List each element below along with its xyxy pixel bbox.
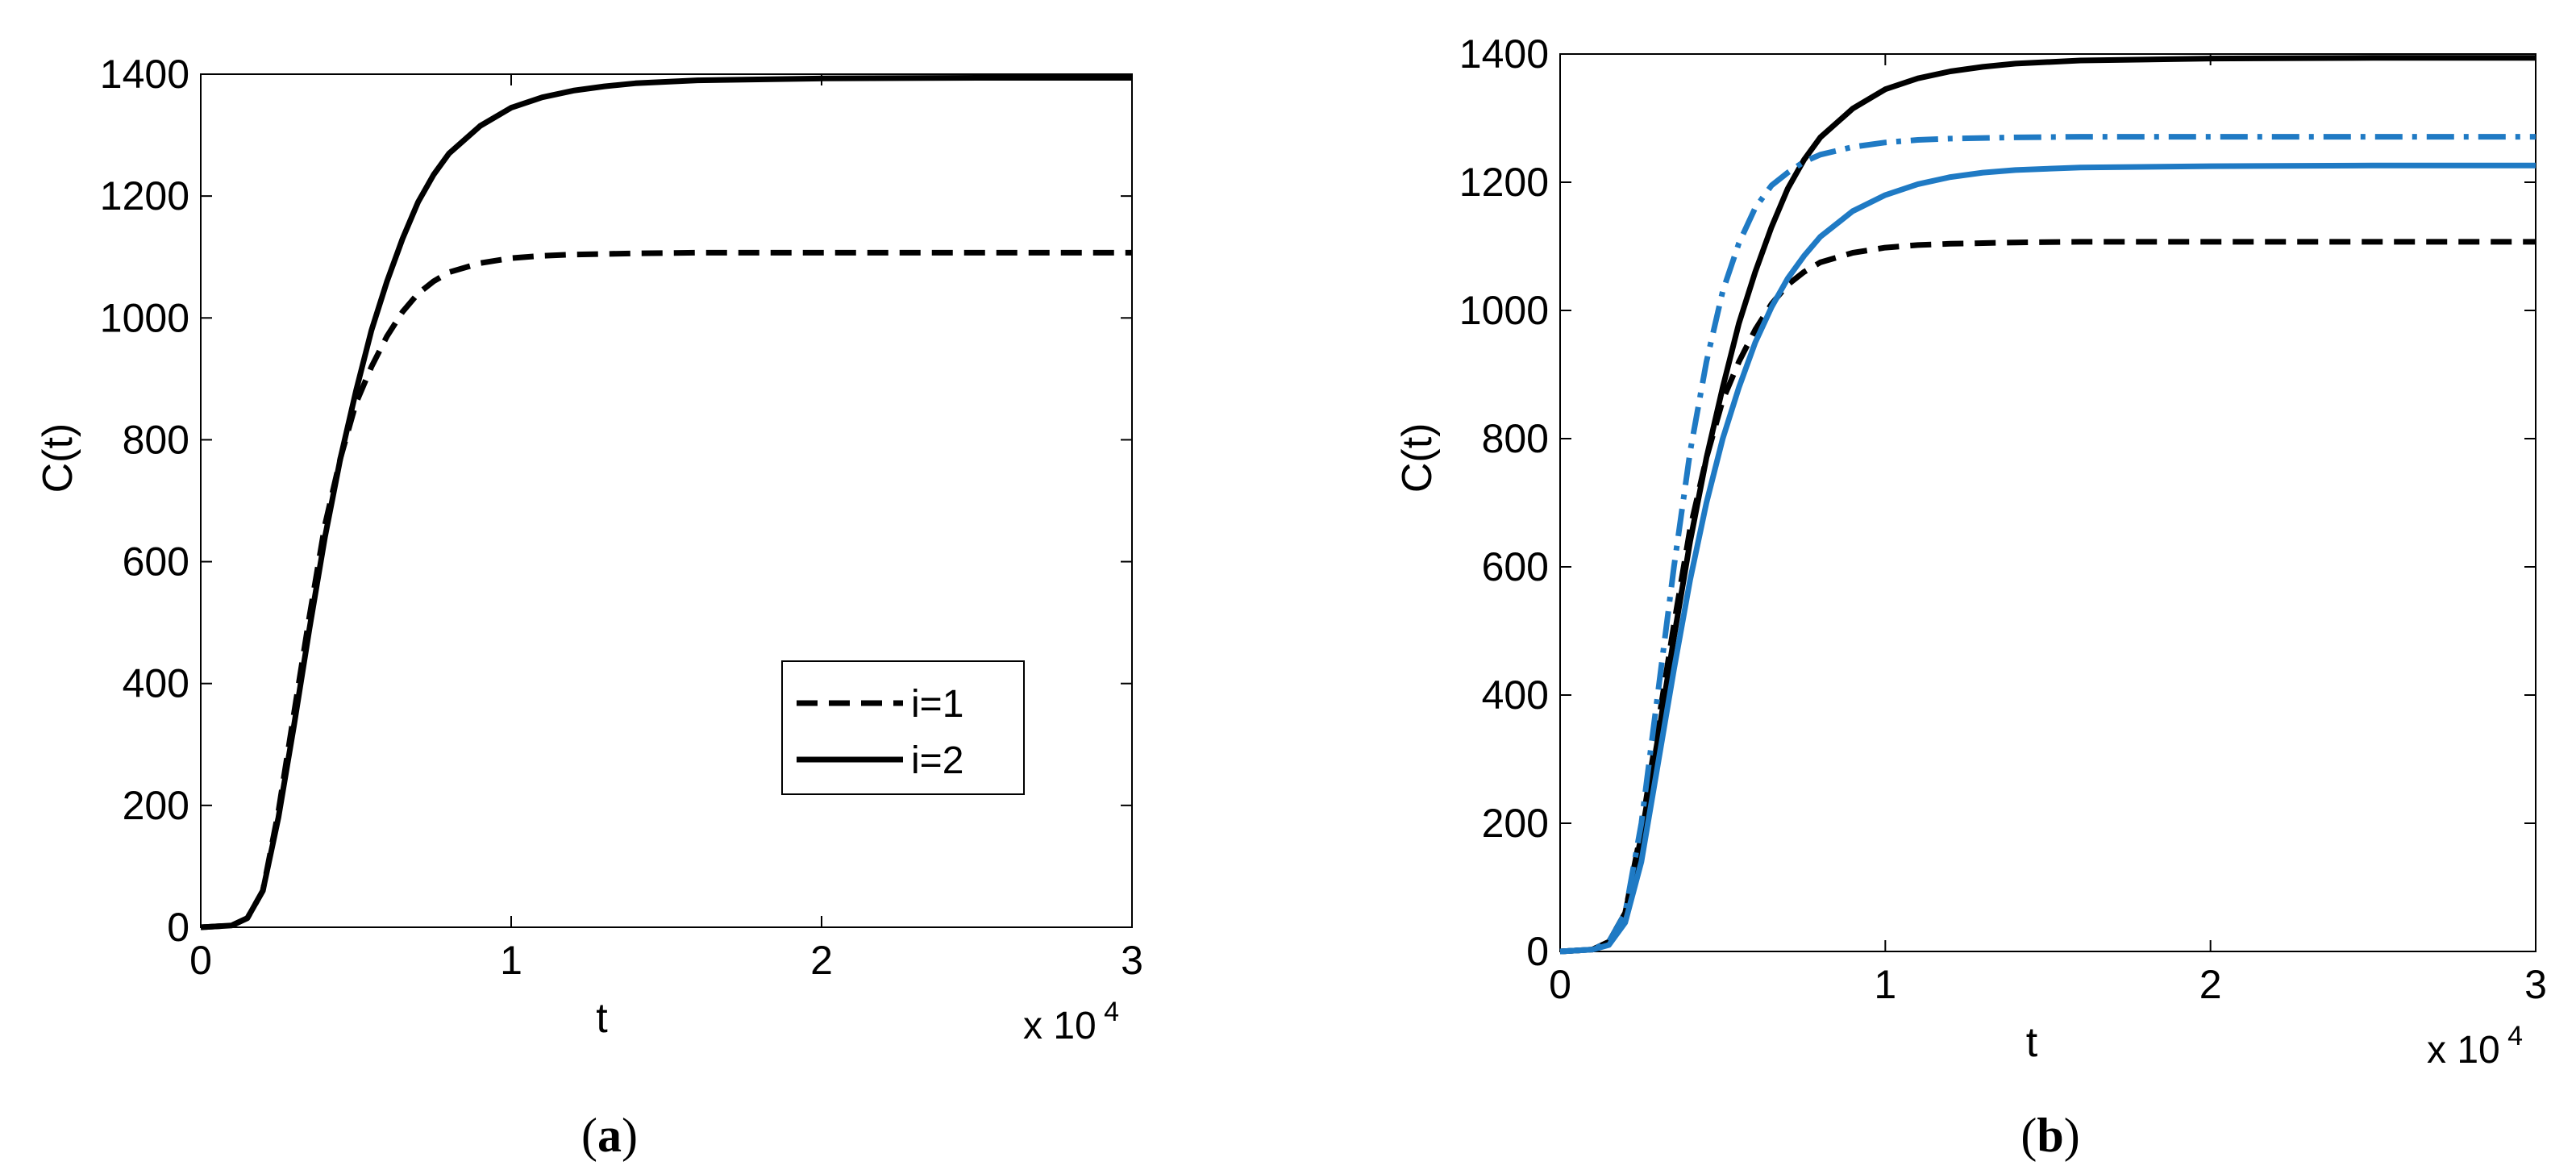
- y-tick-label: 0: [167, 905, 189, 950]
- x-tick-label: 1: [500, 938, 522, 983]
- x-tick-label: 0: [1549, 962, 1571, 1007]
- y-tick-label: 1000: [100, 295, 189, 340]
- legend-box: [781, 660, 1025, 795]
- y-tick-label: 0: [1526, 929, 1549, 974]
- x-axis-multiplier: x 10 4: [2427, 1021, 2523, 1072]
- panel-caption-letter: a: [597, 1109, 622, 1162]
- series-line-2: [200, 75, 1132, 930]
- x-multiplier-base: x 10: [1023, 1005, 1097, 1047]
- y-tick-label: 1400: [1459, 31, 1549, 77]
- x-tick-label: 1: [1874, 962, 1896, 1007]
- series-line-1: [200, 249, 1132, 930]
- y-tick-label: 1000: [1459, 288, 1549, 333]
- x-tick-label: 2: [810, 938, 833, 983]
- x-multiplier-exponent: 4: [2500, 1021, 2523, 1051]
- x-multiplier-exponent: 4: [1097, 997, 1119, 1027]
- x-tick-label: 3: [2524, 962, 2547, 1007]
- legend-label: i=1: [911, 683, 963, 726]
- legend: i=1i=2: [781, 660, 1025, 795]
- plot-area: [200, 73, 1133, 928]
- chart-panel-1: 0 1 2 3 0 200 400 600 800 1000 1200 1400 t C(t) x 10 4…: [35, 52, 1143, 1162]
- legend-label: i=2: [911, 739, 963, 782]
- x-axis-label: t: [2026, 1019, 2038, 1066]
- y-tick-label: 600: [123, 539, 189, 585]
- x-axis-label: t: [596, 995, 608, 1042]
- y-tick-label: 200: [123, 783, 189, 828]
- y-tick-label: 1400: [100, 52, 189, 97]
- y-tick-label: 1200: [100, 173, 189, 219]
- x-tick-label: 2: [2199, 962, 2222, 1007]
- series-line-3: [1559, 134, 2536, 955]
- plot-area: [1559, 53, 2536, 952]
- panel-caption-letter: b: [2037, 1109, 2063, 1162]
- panel-caption-paren-close: ): [622, 1109, 638, 1162]
- y-tick-label: 1200: [1459, 160, 1549, 205]
- y-tick-label: 600: [1482, 544, 1549, 589]
- panel-caption: (b): [2020, 1109, 2079, 1162]
- panel-caption-paren-close: ): [2064, 1109, 2080, 1162]
- panel-caption-paren-open: (: [2020, 1109, 2037, 1162]
- chart-panel-2: 0 1 2 3 0 200 400 600 800 1000 1200 1400 t C(t) x 10 4…: [1394, 31, 2547, 1162]
- x-multiplier-base: x 10: [2427, 1029, 2500, 1072]
- x-tick-label: 0: [189, 938, 212, 983]
- x-tick-label: 3: [1121, 938, 1143, 983]
- y-tick-label: 200: [1482, 801, 1549, 846]
- x-axis-multiplier: x 10 4: [1023, 997, 1119, 1047]
- panel-caption: (a): [581, 1109, 638, 1162]
- y-tick-label: 400: [1482, 672, 1549, 718]
- y-tick-label: 800: [123, 417, 189, 462]
- series-line-4: [1559, 162, 2536, 955]
- y-axis-label: C(t): [35, 423, 81, 493]
- y-tick-label: 800: [1482, 416, 1549, 461]
- y-tick-label: 400: [123, 661, 189, 706]
- y-axis-label: C(t): [1394, 423, 1441, 493]
- panel-caption-paren-open: (: [581, 1109, 597, 1162]
